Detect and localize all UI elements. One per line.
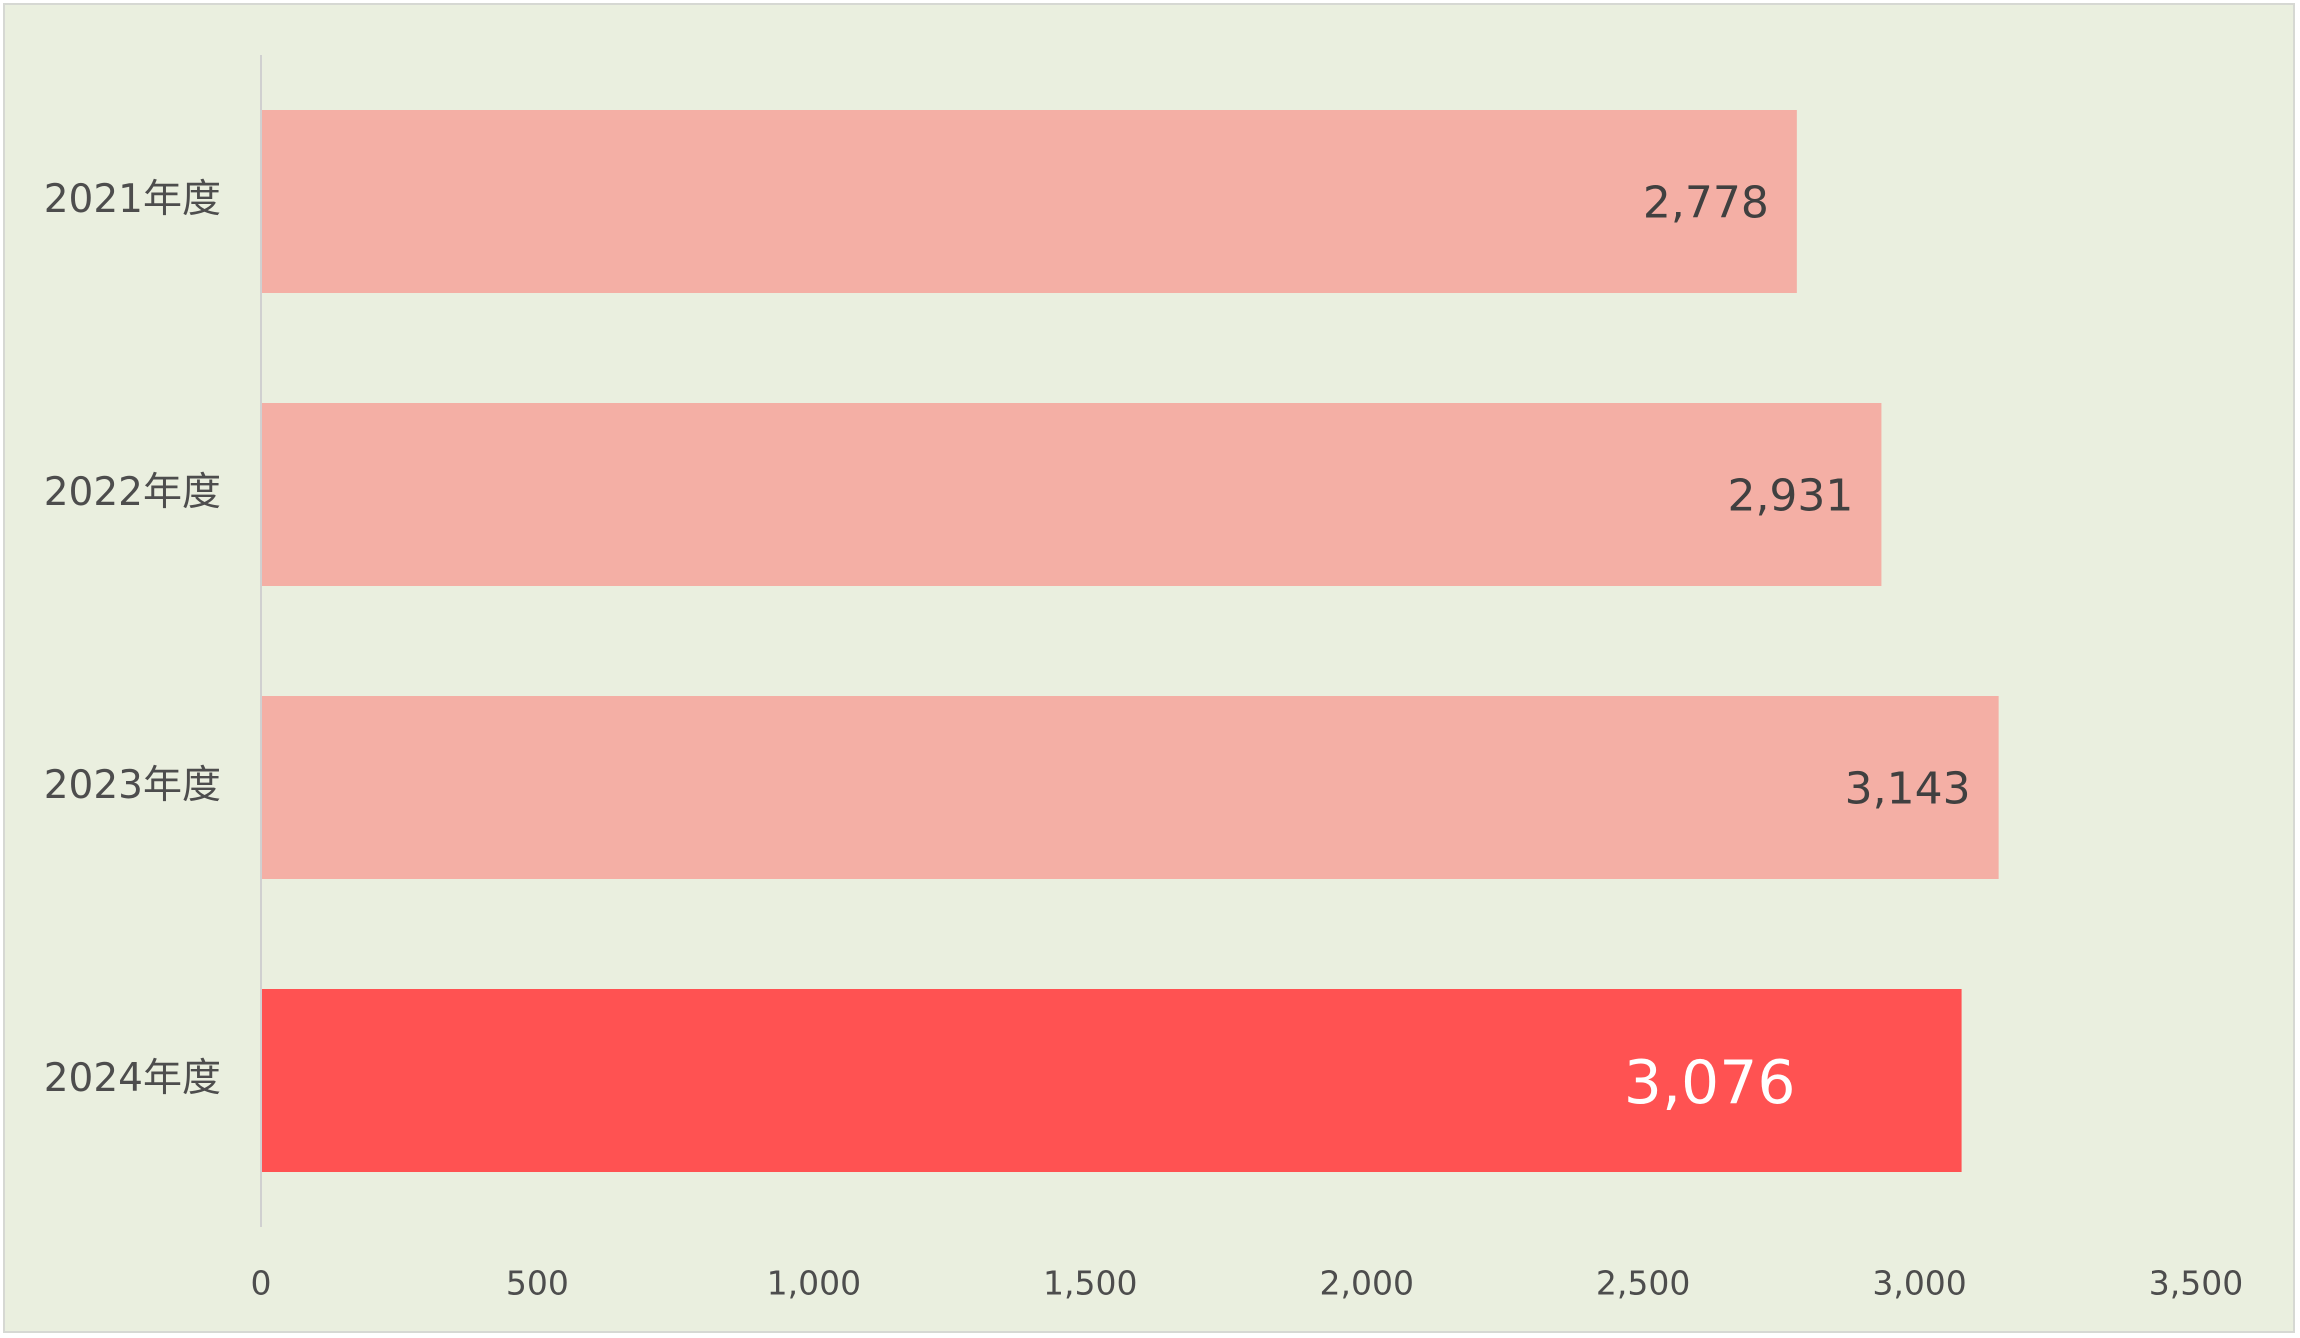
category-label: 2021年度 — [44, 177, 221, 222]
bar-3 — [262, 696, 1999, 879]
bar-1 — [262, 110, 1797, 293]
category-label: 2024年度 — [44, 1056, 221, 1101]
data-label: 2,778 — [1643, 178, 1769, 229]
data-label: 3,143 — [1845, 764, 1971, 815]
chart-area: 2021年度 2,778 2022年度 2,931 2023年度 3,143 2024年度 3… — [3, 3, 2295, 1333]
bar-2 — [262, 403, 1882, 586]
bars-group — [262, 110, 1999, 1172]
x-tick-label: 3,500 — [2149, 1264, 2243, 1303]
bar-chart: 2021年度 2,778 2022年度 2,931 2023年度 3,143 2024年度 3… — [44, 55, 2244, 1303]
x-tick-label: 0 — [251, 1264, 272, 1303]
x-tick-label: 1,000 — [767, 1264, 861, 1303]
x-tick-label: 500 — [506, 1264, 569, 1303]
x-axis-ticks: 0 500 1,000 1,500 2,000 2,500 3,000 3,500 — [251, 1264, 2244, 1303]
labels-group: 2021年度 2,778 2022年度 2,931 2023年度 3,143 2024年度 3… — [44, 177, 1971, 1118]
category-label: 2022年度 — [44, 470, 221, 515]
bar-4 — [262, 989, 1962, 1172]
x-tick-label: 2,000 — [1319, 1264, 1413, 1303]
category-label: 2023年度 — [44, 763, 221, 808]
x-tick-label: 2,500 — [1596, 1264, 1690, 1303]
x-tick-label: 3,000 — [1872, 1264, 1966, 1303]
data-label: 2,931 — [1727, 471, 1853, 522]
data-label: 3,076 — [1624, 1048, 1796, 1118]
x-tick-label: 1,500 — [1043, 1264, 1137, 1303]
